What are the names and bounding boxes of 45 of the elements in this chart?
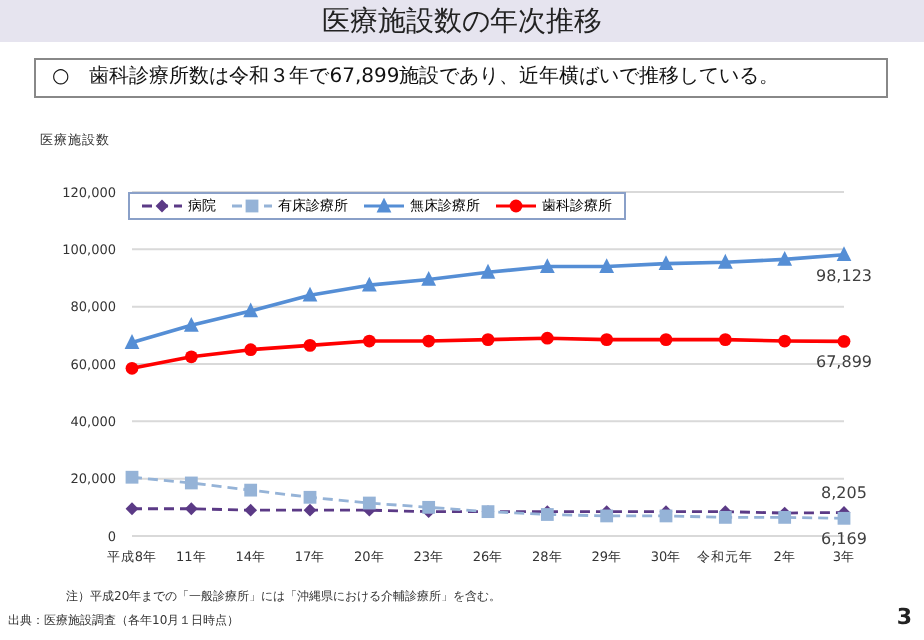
point: [362, 334, 376, 348]
point: [422, 500, 436, 514]
point: [244, 483, 258, 497]
point: [837, 511, 851, 525]
point: [303, 338, 317, 352]
data-label: 67,899: [816, 353, 872, 372]
point: [184, 476, 198, 490]
point: [183, 316, 199, 332]
point: [244, 503, 258, 517]
point: [718, 333, 732, 347]
point: [718, 510, 732, 524]
point: [600, 333, 614, 347]
point: [184, 350, 198, 364]
point: [244, 343, 258, 357]
point: [480, 263, 496, 279]
point: [658, 255, 674, 271]
point: [422, 334, 436, 348]
point: [303, 490, 317, 504]
point: [659, 333, 673, 347]
point: [302, 286, 318, 302]
point: [717, 253, 733, 269]
point: [836, 246, 852, 262]
chart-title: 医療施設数の年次推移: [0, 4, 924, 40]
data-label: 98,123: [816, 266, 872, 285]
point: [777, 250, 793, 266]
point: [125, 470, 139, 484]
data-label: 8,205: [821, 484, 867, 503]
point: [184, 502, 198, 516]
point: [303, 503, 317, 517]
chart-subtitle: ○ 歯科診療所数は令和３年で67,899施設であり、近年横ばいで推移している。: [34, 58, 888, 98]
point: [125, 361, 139, 375]
point: [540, 331, 554, 345]
point: [361, 276, 377, 292]
point: [539, 258, 555, 273]
point: [481, 333, 495, 347]
point: [362, 496, 376, 510]
point: [124, 334, 140, 349]
point: [125, 502, 139, 516]
point: [778, 334, 792, 348]
point: [837, 334, 851, 348]
point: [421, 271, 437, 286]
point: [243, 302, 259, 318]
text: 3: [896, 604, 912, 630]
data-label: 6,169: [821, 530, 867, 549]
point: [599, 258, 615, 273]
